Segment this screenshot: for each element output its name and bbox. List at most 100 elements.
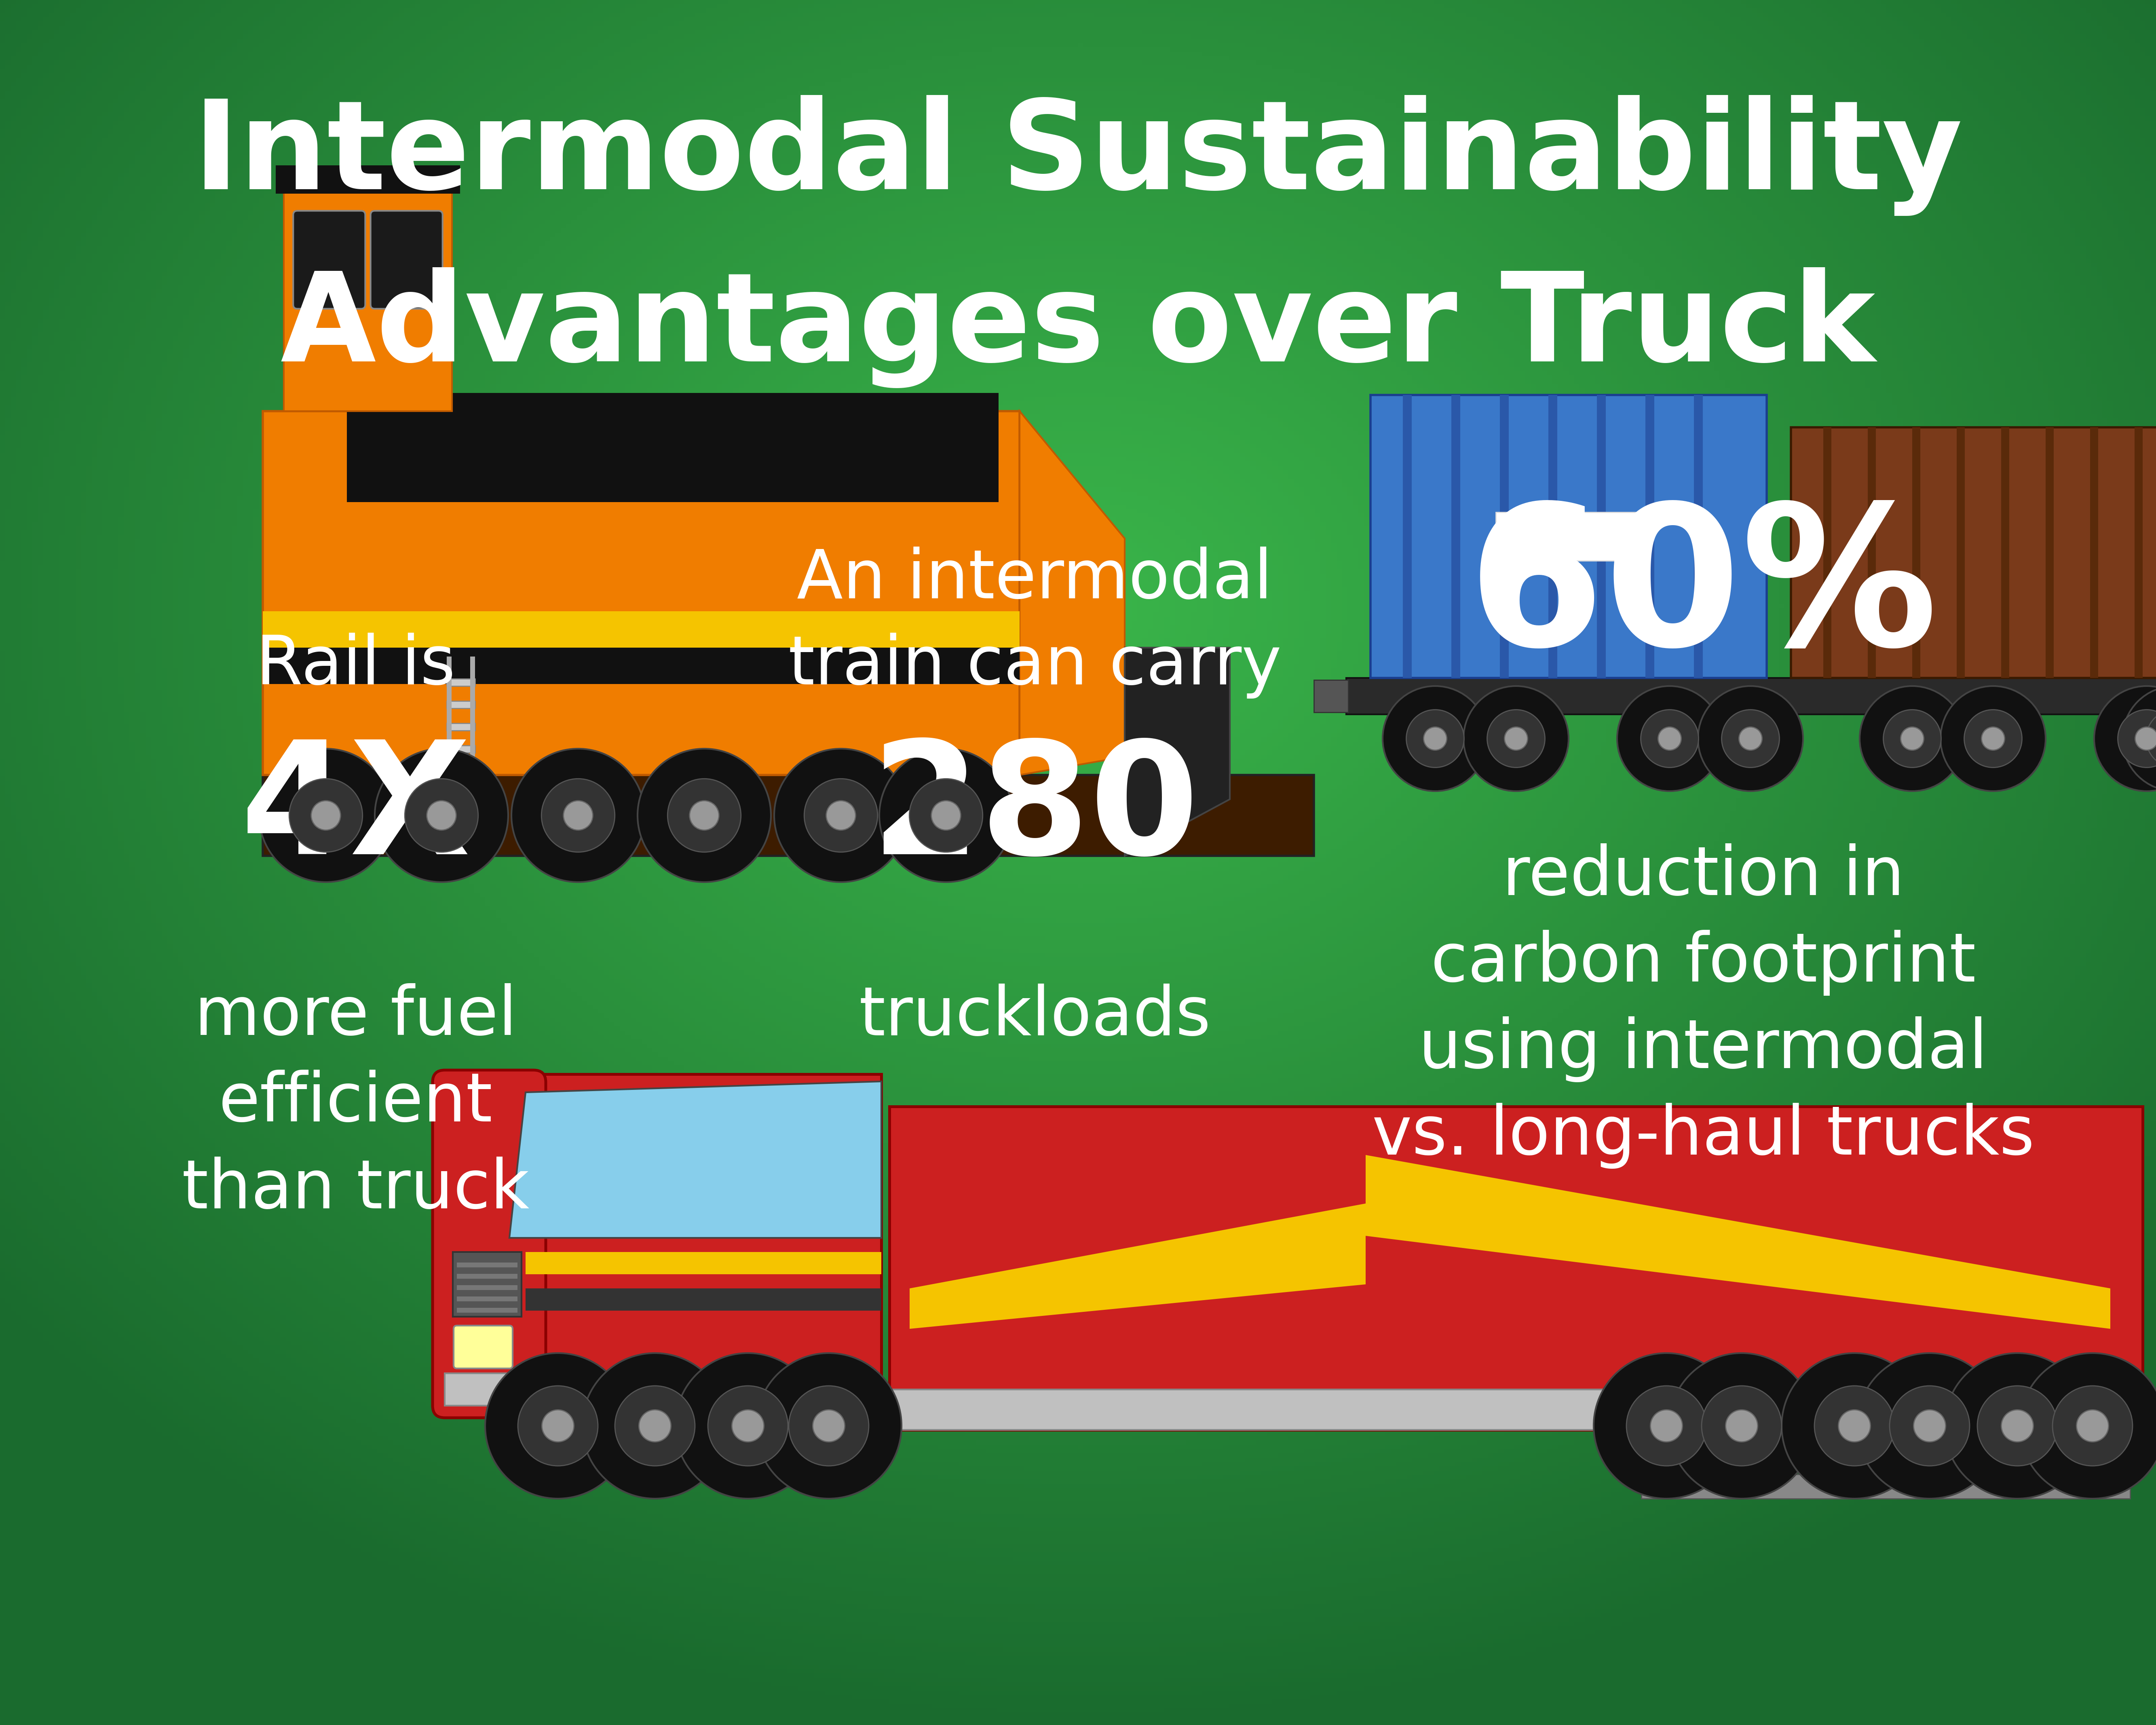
- Bar: [1548, 395, 1557, 678]
- Circle shape: [259, 749, 392, 881]
- Circle shape: [638, 1409, 671, 1442]
- Bar: [470, 657, 474, 775]
- Text: Intermodal Sustainability: Intermodal Sustainability: [194, 95, 1962, 216]
- Bar: [1313, 680, 1348, 712]
- Circle shape: [1699, 687, 1802, 792]
- Bar: [2001, 428, 2009, 678]
- Bar: [276, 166, 459, 193]
- Circle shape: [1617, 687, 1723, 792]
- Circle shape: [375, 749, 509, 881]
- Circle shape: [1740, 726, 1761, 750]
- Circle shape: [826, 800, 856, 830]
- Circle shape: [1889, 1385, 1971, 1466]
- Circle shape: [2134, 726, 2156, 750]
- Bar: [1404, 395, 1412, 678]
- Circle shape: [804, 778, 877, 852]
- Circle shape: [1915, 1409, 1945, 1442]
- Bar: [1501, 395, 1509, 678]
- Text: 60%: 60%: [1468, 497, 1938, 687]
- Bar: [263, 647, 1020, 685]
- Circle shape: [707, 1385, 787, 1466]
- Circle shape: [582, 1352, 729, 1499]
- Bar: [1824, 428, 1830, 678]
- Circle shape: [563, 800, 593, 830]
- Circle shape: [1964, 709, 2022, 768]
- Text: more fuel
efficient
than truck: more fuel efficient than truck: [181, 983, 530, 1223]
- Bar: [526, 1373, 627, 1406]
- Polygon shape: [1125, 647, 1229, 856]
- FancyBboxPatch shape: [285, 174, 453, 411]
- Circle shape: [289, 778, 362, 852]
- Circle shape: [931, 800, 962, 830]
- FancyBboxPatch shape: [453, 1325, 513, 1368]
- FancyBboxPatch shape: [1371, 395, 1766, 678]
- Circle shape: [1423, 726, 1447, 750]
- Bar: [526, 1252, 882, 1275]
- Circle shape: [1488, 709, 1546, 768]
- FancyBboxPatch shape: [433, 1070, 545, 1418]
- Bar: [457, 1308, 517, 1313]
- Circle shape: [757, 1352, 901, 1499]
- Circle shape: [1884, 709, 1940, 768]
- Circle shape: [2093, 687, 2156, 792]
- Circle shape: [1815, 1385, 1895, 1466]
- FancyBboxPatch shape: [890, 1106, 2143, 1430]
- Circle shape: [1940, 687, 2046, 792]
- Bar: [1695, 395, 1703, 678]
- FancyBboxPatch shape: [1792, 428, 2156, 678]
- Bar: [1345, 678, 2156, 714]
- Circle shape: [2076, 1409, 2109, 1442]
- Bar: [446, 723, 474, 730]
- Bar: [2089, 428, 2098, 678]
- Circle shape: [2001, 1409, 2033, 1442]
- Circle shape: [1725, 1409, 1757, 1442]
- Bar: [2134, 428, 2143, 678]
- Text: An intermodal
train can carry: An intermodal train can carry: [789, 547, 1281, 699]
- Text: truckloads: truckloads: [858, 983, 1212, 1049]
- Bar: [263, 775, 1313, 856]
- Circle shape: [1658, 726, 1682, 750]
- Circle shape: [1626, 1385, 1705, 1466]
- Bar: [1645, 395, 1654, 678]
- Bar: [446, 745, 474, 752]
- Circle shape: [910, 778, 983, 852]
- Circle shape: [731, 1409, 763, 1442]
- Bar: [1867, 428, 1876, 678]
- Circle shape: [1861, 687, 1964, 792]
- Circle shape: [1382, 687, 1488, 792]
- Circle shape: [427, 800, 457, 830]
- Bar: [457, 1297, 517, 1301]
- Circle shape: [310, 800, 341, 830]
- Circle shape: [1669, 1352, 1815, 1499]
- Circle shape: [2020, 1352, 2156, 1499]
- Bar: [526, 1289, 882, 1311]
- Circle shape: [1641, 709, 1699, 768]
- Circle shape: [541, 1409, 573, 1442]
- Bar: [1912, 428, 1921, 678]
- Circle shape: [1649, 1409, 1682, 1442]
- Bar: [457, 1285, 517, 1290]
- Bar: [1958, 428, 1964, 678]
- Circle shape: [1902, 726, 1923, 750]
- Bar: [457, 1273, 517, 1278]
- Circle shape: [690, 800, 718, 830]
- Circle shape: [813, 1409, 845, 1442]
- Bar: [263, 611, 1020, 647]
- FancyBboxPatch shape: [526, 1075, 882, 1439]
- Text: 4X: 4X: [241, 735, 470, 887]
- Bar: [444, 1373, 537, 1406]
- Circle shape: [485, 1352, 632, 1499]
- Bar: [890, 1389, 2143, 1430]
- Circle shape: [675, 1352, 821, 1499]
- Text: reduction in
carbon footprint
using intermodal
vs. long-haul trucks: reduction in carbon footprint using inte…: [1371, 844, 2035, 1170]
- Circle shape: [517, 1385, 597, 1466]
- Text: Advantages over Truck: Advantages over Truck: [280, 267, 1876, 388]
- Polygon shape: [910, 1156, 2111, 1328]
- Circle shape: [789, 1385, 869, 1466]
- Circle shape: [614, 1385, 694, 1466]
- Bar: [1641, 1475, 2130, 1499]
- Bar: [446, 768, 474, 775]
- Circle shape: [1701, 1385, 1781, 1466]
- Bar: [1598, 395, 1606, 678]
- Text: Rail is: Rail is: [257, 633, 455, 699]
